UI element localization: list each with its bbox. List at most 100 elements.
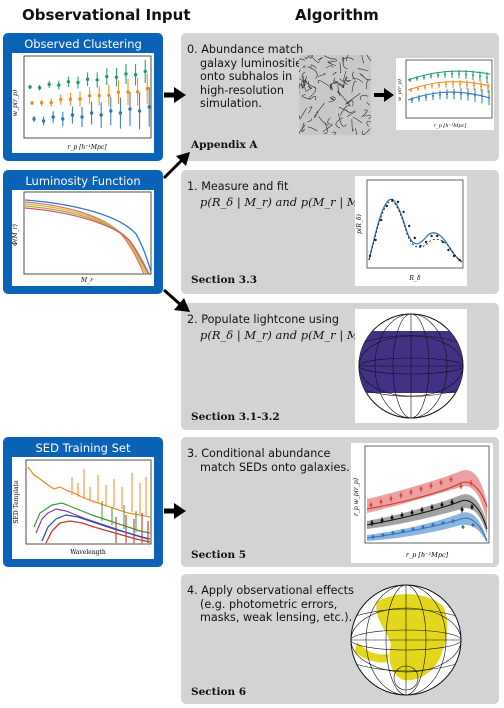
- data-point: [413, 236, 416, 240]
- data-point: [128, 107, 132, 111]
- step-0-line: 0. Abundance match: [187, 43, 304, 56]
- step-1-math: p(R_δ | M_r) and p(M_r | M_vir).: [200, 194, 389, 209]
- filament: [341, 57, 354, 61]
- data-point: [379, 500, 383, 504]
- filament: [330, 58, 337, 62]
- data-point: [116, 90, 121, 94]
- data-point: [445, 83, 447, 86]
- data-point: [416, 77, 418, 80]
- filament: [331, 131, 337, 135]
- step-0-inset-xlabel: r_p [h⁻¹Mpc]: [434, 123, 467, 129]
- data-point: [124, 72, 128, 76]
- data-point: [409, 79, 411, 81]
- data-point: [423, 76, 425, 79]
- data-point: [439, 481, 443, 485]
- filament: [323, 55, 335, 60]
- data-point: [391, 531, 395, 535]
- filament: [343, 70, 348, 82]
- filament: [345, 109, 356, 113]
- step-3-inset-ylabel: r_p w_p(r_p): [353, 477, 360, 516]
- data-point: [380, 218, 383, 222]
- clustering-ylabel: w_p(r_p): [12, 89, 19, 116]
- filament: [338, 113, 347, 127]
- step-4-line: masks, weak lensing, etc.).: [200, 611, 353, 625]
- filament: [359, 73, 369, 82]
- data-point: [451, 519, 455, 523]
- data-point: [420, 508, 424, 512]
- data-point: [78, 97, 82, 101]
- sed-ylabel: SED Template: [13, 480, 20, 524]
- filament: [323, 122, 328, 134]
- filament: [328, 96, 336, 103]
- data-point: [444, 73, 446, 76]
- data-point: [147, 105, 151, 109]
- data-point: [430, 234, 433, 238]
- filament: [307, 66, 318, 79]
- clustering-xlabel: r_p [h⁻¹Mpc]: [67, 144, 107, 151]
- data-point: [453, 93, 455, 96]
- step-4-line: (e.g. photometric errors,: [200, 597, 338, 611]
- filament: [304, 79, 317, 89]
- data-point: [480, 85, 482, 88]
- data-point: [449, 477, 453, 481]
- data-point: [59, 97, 63, 102]
- observed-clustering-plot: w_p(r_p) r_p [h⁻¹Mpc]: [12, 53, 154, 153]
- filament: [352, 117, 363, 124]
- data-point: [97, 93, 101, 98]
- lf-ylabel: Φ(M_r): [12, 224, 19, 246]
- step-4-line: 4. Apply observational effects: [187, 584, 354, 597]
- data-point: [411, 527, 415, 531]
- data-point: [47, 82, 51, 87]
- filament: [309, 95, 317, 101]
- data-point: [41, 119, 46, 123]
- data-point: [486, 76, 488, 79]
- data-point: [401, 529, 405, 533]
- step-1-box: 1. Measure and fit p(R_δ | M_r) and p(M_…: [181, 170, 499, 294]
- filament: [301, 80, 308, 89]
- data-point: [451, 73, 453, 76]
- data-point: [470, 505, 474, 509]
- data-point: [452, 83, 454, 86]
- data-point: [429, 484, 433, 488]
- filament: [302, 75, 305, 87]
- step-2-section: Section 3.1-3.2: [191, 411, 280, 423]
- step-0-box: 0. Abundance match galaxy luminosities o…: [181, 33, 499, 161]
- data-point: [452, 254, 456, 258]
- filament: [337, 83, 344, 96]
- filament: [366, 80, 368, 90]
- data-point: [436, 234, 439, 238]
- data-point: [459, 484, 463, 488]
- step-2-box: 2. Populate lightcone using p(R_δ | M_r)…: [181, 303, 499, 430]
- data-point: [431, 523, 435, 527]
- step-0-text: 0. Abundance match galaxy luminosities o…: [187, 43, 308, 111]
- filament: [322, 124, 333, 133]
- filament: [352, 71, 356, 80]
- luminosity-function-box: Luminosity Function Φ(M_r) M_r: [3, 170, 163, 294]
- filament: [310, 64, 317, 69]
- step-1-text: 1. Measure and fit p(R_δ | M_r) and p(M_…: [187, 180, 388, 209]
- data-point: [390, 516, 394, 520]
- filament: [346, 111, 357, 117]
- filament: [361, 109, 368, 118]
- data-point: [402, 210, 405, 214]
- filament: [308, 81, 311, 88]
- data-point: [421, 525, 425, 529]
- filament: [362, 128, 371, 135]
- filament: [317, 56, 323, 61]
- step-2-line: 2. Populate lightcone using: [187, 313, 339, 326]
- filament: [304, 55, 310, 59]
- step-1-section: Section 3.3: [191, 274, 258, 286]
- data-point: [430, 505, 434, 509]
- filament: [351, 80, 357, 93]
- data-point: [28, 85, 32, 89]
- data-point: [438, 83, 440, 86]
- filament: [316, 102, 325, 114]
- sed-spectra: [27, 466, 151, 544]
- filament: [345, 80, 352, 83]
- data-point: [114, 75, 119, 79]
- step-2-globe: [355, 309, 467, 423]
- filament: [345, 93, 361, 105]
- filament: [332, 71, 337, 76]
- filament: [299, 58, 306, 61]
- data-point: [369, 503, 373, 507]
